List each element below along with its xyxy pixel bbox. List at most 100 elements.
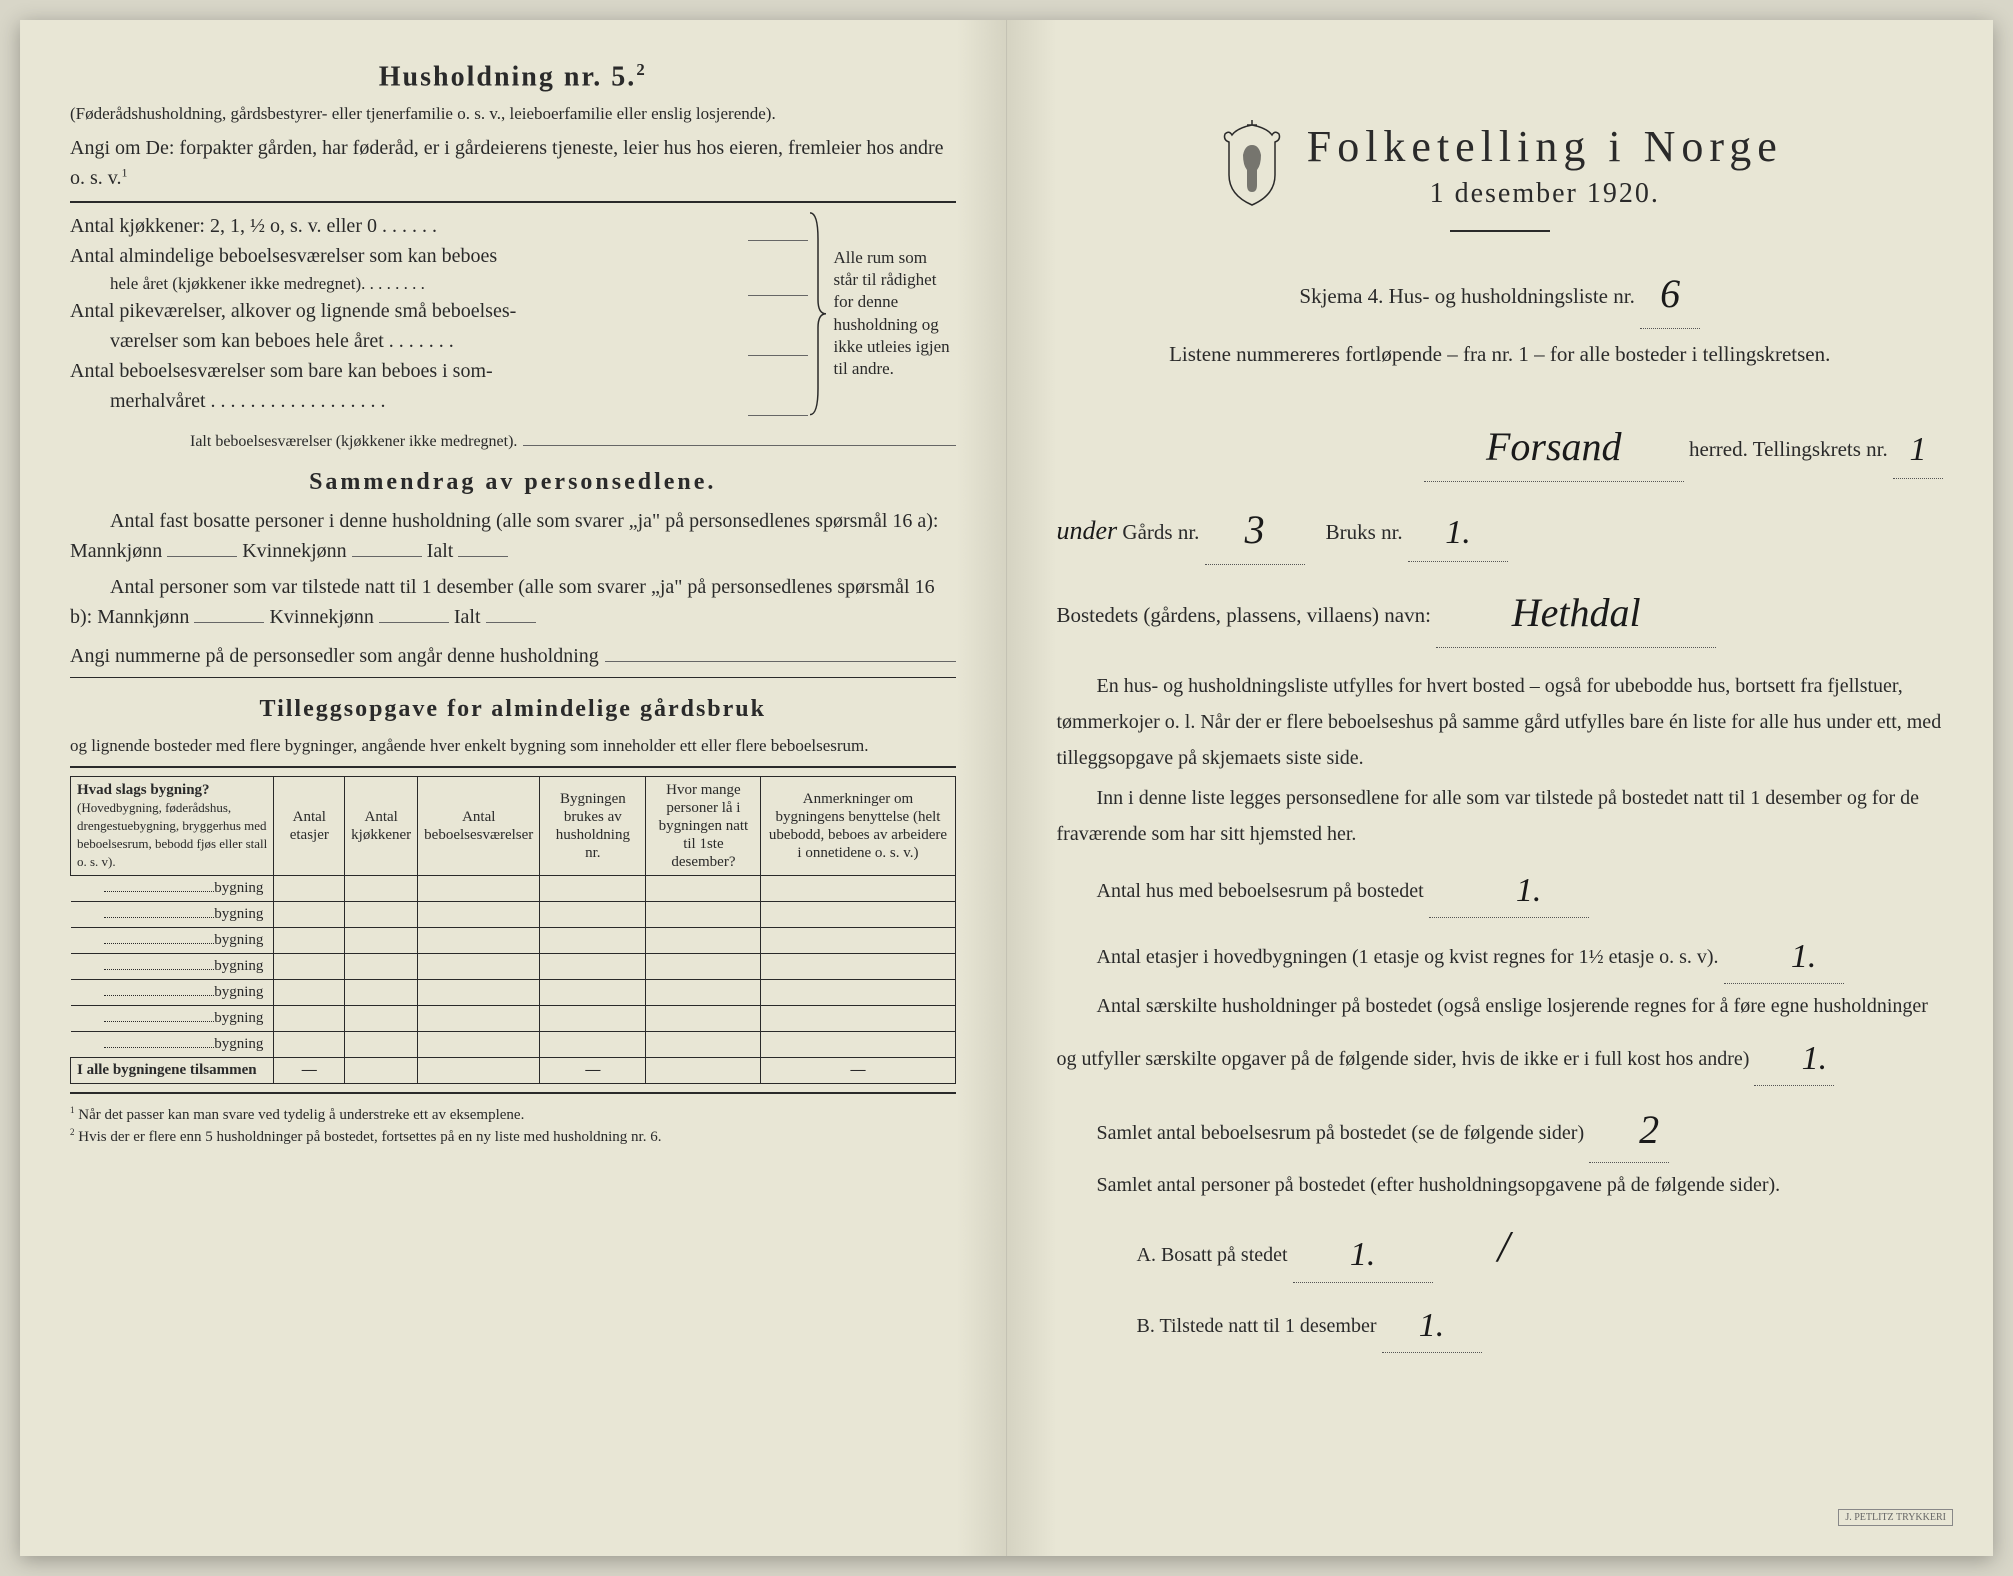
room-1: Antal kjøkkener: 2, 1, ½ o, s. v. eller … xyxy=(70,211,748,241)
table-row: bygning xyxy=(71,954,956,980)
s2-text: Antal personer som var tilstede natt til… xyxy=(70,576,935,628)
q3-value: 1. xyxy=(1802,1040,1828,1077)
row-label: bygning xyxy=(214,1010,263,1026)
q1: Antal hus med beboelsesrum på bostedet 1… xyxy=(1057,856,1944,918)
summary-3: Angi nummerne på de personsedler som ang… xyxy=(70,638,956,671)
skjema-label: Skjema 4. Hus- og husholdningsliste nr. xyxy=(1299,284,1634,308)
herred-label: herred. Tellingskrets nr. xyxy=(1689,437,1888,461)
addl-heading: Tilleggsopgave for almindelige gårdsbruk xyxy=(70,696,956,723)
table-body: bygning bygning bygning bygning bygning … xyxy=(71,876,956,1084)
summary-heading: Sammendrag av personsedlene. xyxy=(70,469,956,496)
herred-value: Forsand xyxy=(1486,424,1622,469)
table-total-row: I alle bygningene tilsammen——— xyxy=(71,1058,956,1084)
q4-label: Samlet antal beboelsesrum på bostedet (s… xyxy=(1097,1122,1585,1144)
qA-value: 1. xyxy=(1350,1236,1376,1273)
qA-label: A. Bosatt på stedet xyxy=(1137,1244,1288,1266)
rule-1 xyxy=(70,201,956,203)
listene-line: Listene nummereres fortløpende – fra nr.… xyxy=(1057,335,1944,375)
qB-label: B. Tilstede natt til 1 desember xyxy=(1137,1315,1377,1337)
row-label: bygning xyxy=(214,932,263,948)
rooms-block: Antal kjøkkener: 2, 1, ½ o, s. v. eller … xyxy=(70,211,956,417)
fn2-num: 2 xyxy=(70,1127,75,1137)
herred-line: Forsand herred. Tellingskrets nr. 1 xyxy=(1057,405,1944,482)
intro-2-text: Angi om De: forpakter gården, har føderå… xyxy=(70,137,944,189)
room-3b: værelser som kan beboes hele året . . . … xyxy=(70,326,748,356)
row-label: bygning xyxy=(214,906,263,922)
q5: Samlet antal personer på bostedet (efter… xyxy=(1057,1167,1944,1203)
tally-mark: / xyxy=(1498,1222,1510,1271)
th-4: Antal beboelsesværelser xyxy=(418,777,540,876)
bruks-value: 1. xyxy=(1445,514,1471,551)
skjema-value: 6 xyxy=(1660,271,1680,316)
total-label: I alle bygningene tilsammen xyxy=(71,1058,274,1084)
right-body: En hus- og husholdningsliste utfylles fo… xyxy=(1057,668,1944,1353)
building-table: Hvad slags bygning? (Hovedbygning, føder… xyxy=(70,776,956,1084)
qB-value: 1. xyxy=(1419,1307,1445,1344)
q2-value: 1. xyxy=(1791,938,1817,975)
q2: Antal etasjer i hovedbygningen (1 etasje… xyxy=(1057,922,1944,984)
q4: Samlet antal beboelsesrum på bostedet (s… xyxy=(1057,1090,1944,1163)
th-1a: Hvad slags bygning? xyxy=(77,782,210,798)
footnote-2: 2 Hvis der er flere enn 5 husholdninger … xyxy=(70,1126,956,1148)
subtitle: 1 desember 1920. xyxy=(1307,178,1783,210)
q4-value: 2 xyxy=(1639,1107,1659,1152)
row-label: bygning xyxy=(214,984,263,1000)
para-2: Inn i denne liste legges personsedlene f… xyxy=(1057,780,1944,852)
footnote-1: 1 Når det passer kan man svare ved tydel… xyxy=(70,1104,956,1126)
s1-k: Kvinnekjønn xyxy=(242,540,346,562)
th-5: Bygningen brukes av husholdning nr. xyxy=(540,777,646,876)
room-3a: Antal pikeværelser, alkover og lignende … xyxy=(70,296,808,326)
under-hand: under xyxy=(1057,516,1118,545)
right-page: Folketelling i Norge 1 desember 1920. Sk… xyxy=(1007,20,1994,1556)
th-1: Hvad slags bygning? (Hovedbygning, føder… xyxy=(71,777,274,876)
gards-line: under Gårds nr. 3 Bruks nr. 1. xyxy=(1057,488,1944,565)
room-4b: merhalvåret . . . . . . . . . . . . . . … xyxy=(70,386,748,416)
rooms-list: Antal kjøkkener: 2, 1, ½ o, s. v. eller … xyxy=(70,211,808,417)
row-label: bygning xyxy=(214,880,263,896)
rule-2 xyxy=(70,677,956,678)
q1-value: 1. xyxy=(1516,872,1542,909)
qA: A. Bosatt på stedet 1. / xyxy=(1057,1207,1944,1286)
intro-1: (Føderådshusholdning, gårdsbestyrer- ell… xyxy=(70,101,956,127)
th-7: Anmerkninger om bygningens benyttelse (h… xyxy=(761,777,955,876)
bosted-label: Bostedets (gårdens, plassens, villaens) … xyxy=(1057,603,1431,627)
left-page: Husholdning nr. 5.2 (Føderådshusholdning… xyxy=(20,20,1007,1556)
table-row: bygning xyxy=(71,1032,956,1058)
fn1-text: Når det passer kan man svare ved tydelig… xyxy=(78,1107,524,1123)
th-6: Hvor mange personer lå i bygningen natt … xyxy=(646,777,761,876)
bosted-line: Bostedets (gårdens, plassens, villaens) … xyxy=(1057,571,1944,648)
printer-stamp: J. PETLITZ TRYKKERI xyxy=(1838,1509,1953,1526)
rooms-total: Ialt beboelsesværelser (kjøkkener ikke m… xyxy=(70,426,956,450)
skjema-line: Skjema 4. Hus- og husholdningsliste nr. … xyxy=(1057,252,1944,329)
table-header-row: Hvad slags bygning? (Hovedbygning, føder… xyxy=(71,777,956,876)
rooms-total-label: Ialt beboelsesværelser (kjøkkener ikke m… xyxy=(70,433,517,451)
th-1b: (Hovedbygning, føderådshus, drengestueby… xyxy=(77,800,267,869)
table-row: bygning xyxy=(71,928,956,954)
addl-sub: og lignende bosteder med flere bygninger… xyxy=(70,733,956,759)
table-row: bygning xyxy=(71,902,956,928)
rule-4 xyxy=(70,1092,956,1094)
q3: Antal særskilte husholdninger på bostede… xyxy=(1057,988,1944,1086)
s3-text: Angi nummerne på de personsedler som ang… xyxy=(70,641,599,671)
table-row: bygning xyxy=(71,876,956,902)
th-2: Antal etasjer xyxy=(274,777,345,876)
para-1: En hus- og husholdningsliste utfylles fo… xyxy=(1057,668,1944,776)
document-spread: Husholdning nr. 5.2 (Føderådshusholdning… xyxy=(20,20,1993,1556)
left-heading: Husholdning nr. 5.2 xyxy=(70,60,956,93)
brace-icon xyxy=(808,211,826,417)
summary-1: Antal fast bosatte personer i denne hush… xyxy=(70,506,956,566)
q1-label: Antal hus med beboelsesrum på bostedet xyxy=(1097,880,1424,902)
bosted-value: Hethdal xyxy=(1512,590,1641,635)
title-block: Folketelling i Norge 1 desember 1920. xyxy=(1307,121,1783,210)
intro-2-sup: 1 xyxy=(121,165,127,179)
gards-value: 3 xyxy=(1245,507,1265,552)
crest-icon xyxy=(1217,120,1287,210)
gards-label: Gårds nr. xyxy=(1122,520,1199,544)
rooms-sidenote: Alle rum som står til rådighet for denne… xyxy=(826,211,956,417)
qB: B. Tilstede natt til 1 desember 1. xyxy=(1057,1291,1944,1353)
summary-2: Antal personer som var tilstede natt til… xyxy=(70,572,956,632)
main-title: Folketelling i Norge xyxy=(1307,121,1783,172)
heading-text: Husholdning nr. 5. xyxy=(379,61,637,92)
title-row: Folketelling i Norge 1 desember 1920. xyxy=(1057,120,1944,210)
fn1-num: 1 xyxy=(70,1105,75,1115)
